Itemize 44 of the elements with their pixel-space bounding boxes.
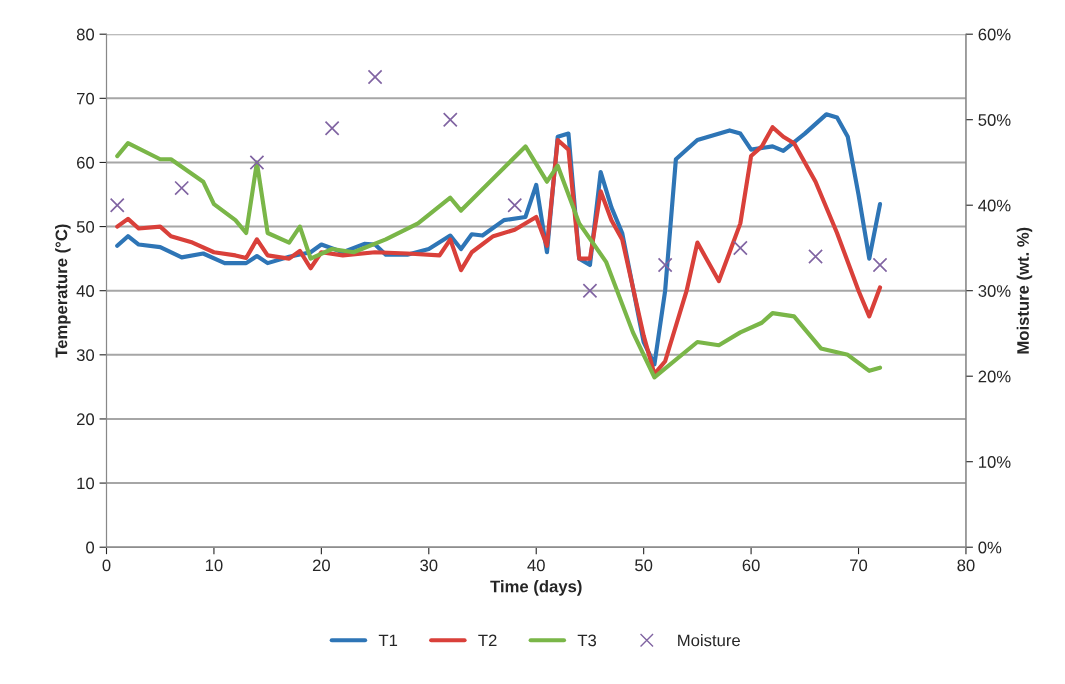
y-tick-label: 50 [76,220,95,233]
y2-tick-label: 0% [978,541,1002,554]
y-tick-label: 70 [77,92,95,105]
point [657,257,673,273]
point [249,155,265,170]
y-tick-label: 80 [76,28,95,41]
point [872,257,888,273]
x-tick-label: 80 [957,559,975,572]
legend-label: T3 [577,634,597,647]
x-tick-label: 70 [850,559,868,572]
point [109,197,125,213]
y2-tick-label: 40% [978,199,1011,212]
point [324,120,340,136]
point [442,112,458,128]
x-tick-label: 20 [312,559,330,572]
point [507,197,523,213]
legend-label: T2 [478,634,497,647]
x-axis-title: Time (days) [490,580,582,596]
y2-tick-label: 60% [978,28,1011,41]
y2-tick-label: 20% [978,370,1011,383]
y2-tick-label: 10% [979,456,1011,468]
x-tick-label: 10 [205,559,223,572]
point [582,283,598,299]
x-tick-label: 60 [742,559,760,572]
point [732,240,748,256]
x-tick-label: 0 [102,559,111,572]
y2-tick-label: 30% [978,285,1011,297]
x-tick-label: 50 [635,559,653,572]
y-axis-title: Temperature (°C) [55,224,71,358]
y-tick-label: 20 [77,413,95,426]
x-tick-label: 30 [420,559,438,572]
y-tick-label: 40 [76,285,95,297]
y2-axis-title: Moisture (wt. %) [1016,227,1033,354]
y-tick-label: 30 [76,349,95,362]
legend-label: Moisture [678,634,740,647]
point [174,180,190,196]
y-tick-label: 60 [77,156,95,169]
point [808,249,823,264]
y-tick-label: 10 [77,477,95,490]
x-tick-label: 40 [527,559,545,572]
y-tick-label: 0 [86,541,95,554]
legend-label: T1 [378,634,398,647]
y2-tick-label: 50% [978,114,1011,126]
point [367,69,383,85]
